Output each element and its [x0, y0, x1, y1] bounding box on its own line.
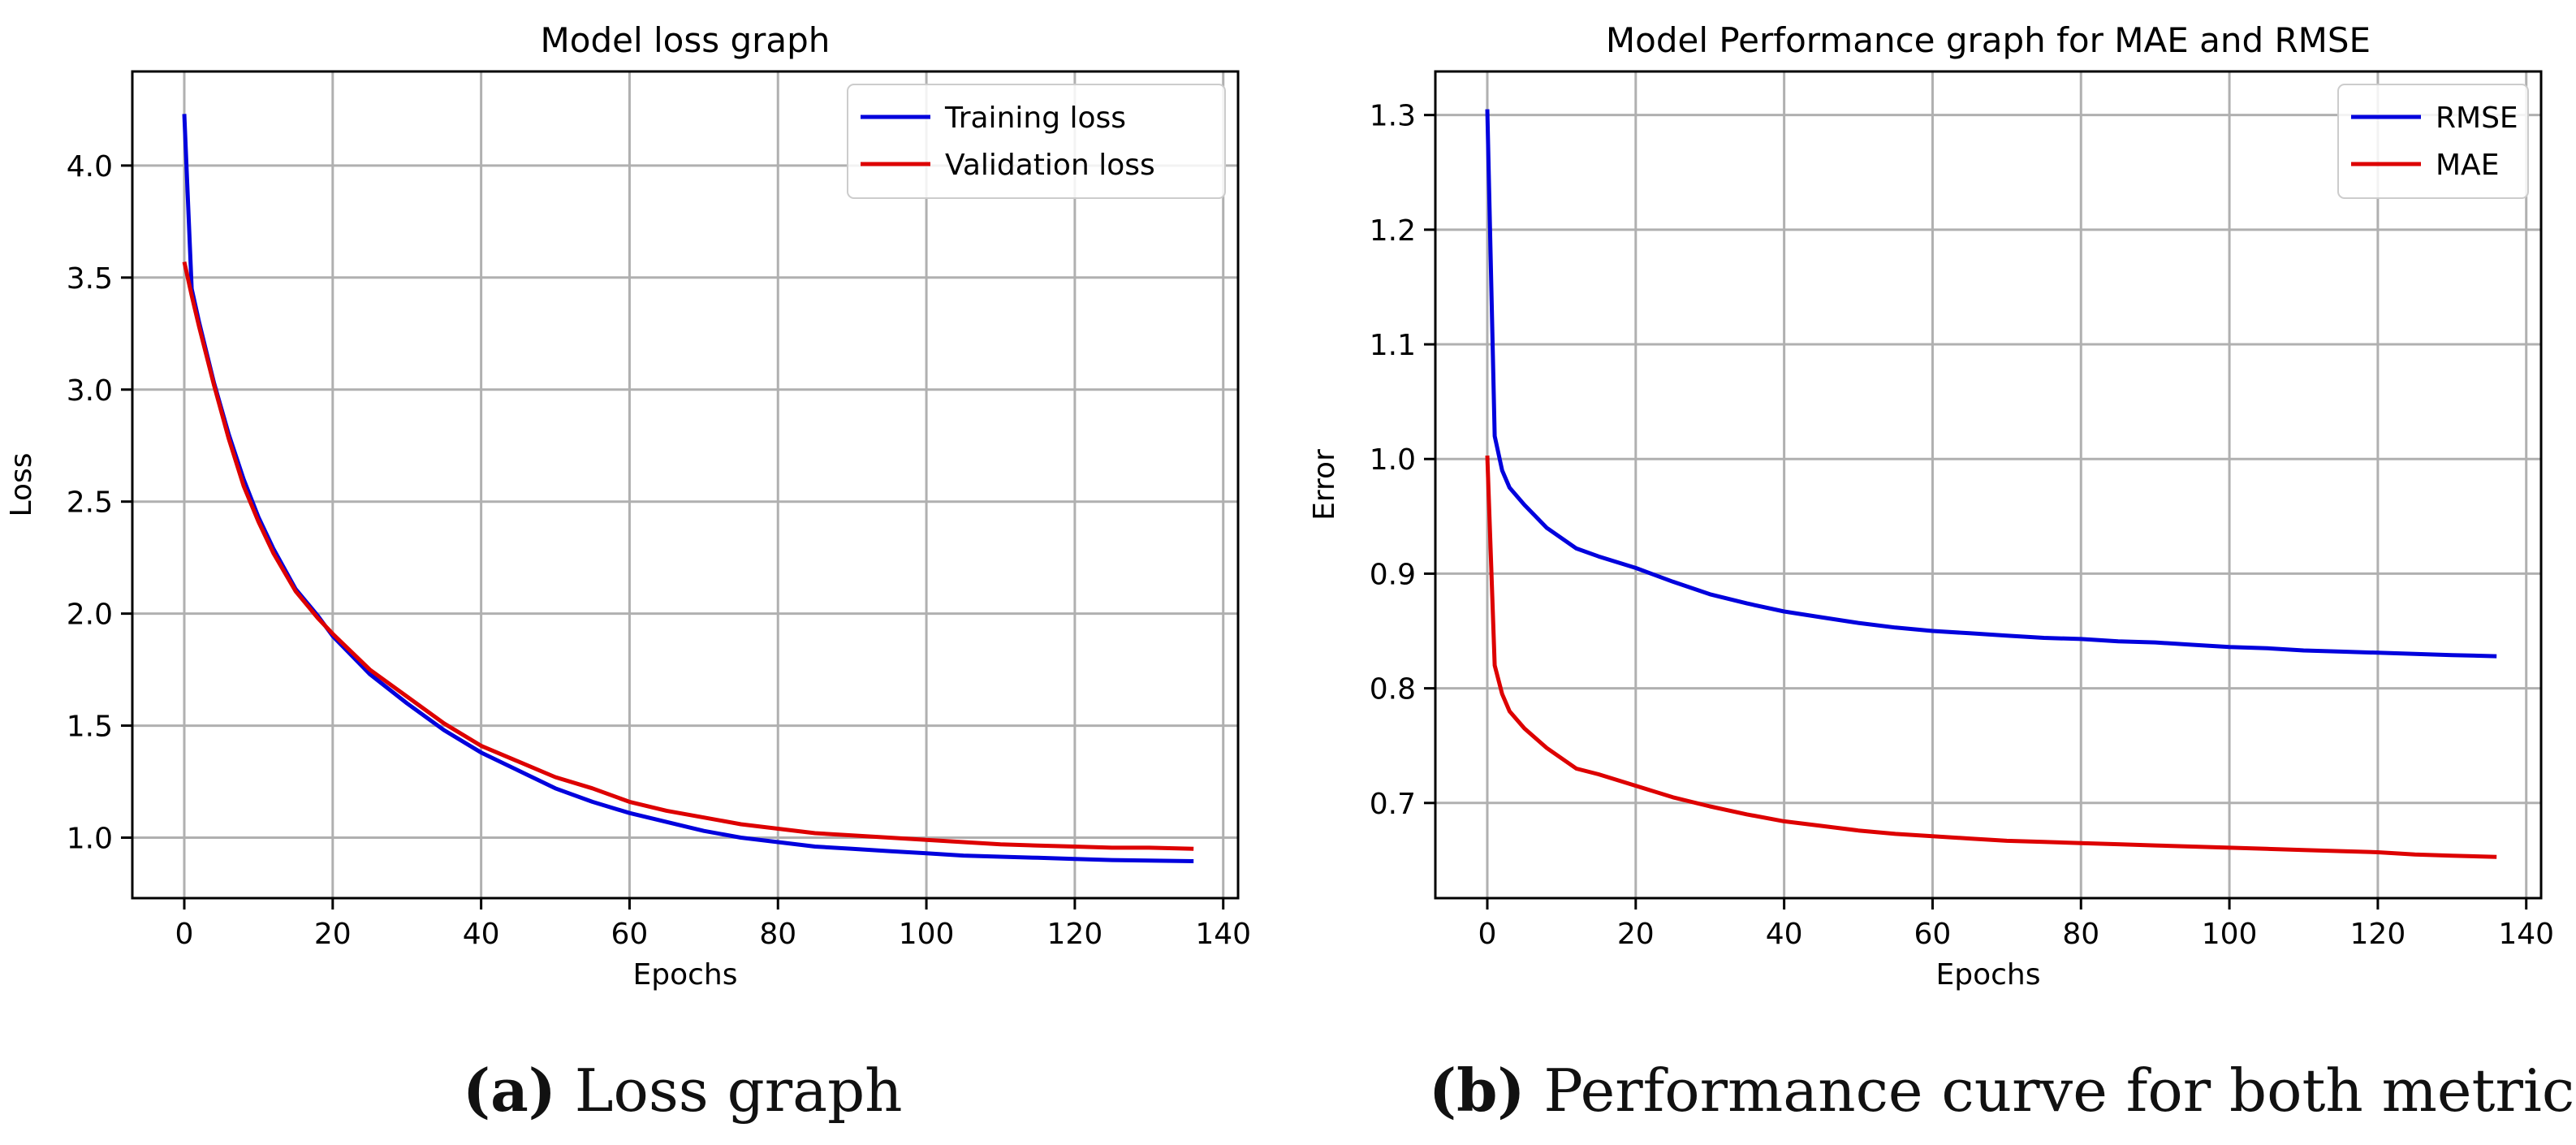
caption-a-letter: (a) [463, 1056, 556, 1125]
series-line-rmse [1485, 109, 2497, 659]
y-tick-label-2: 0.9 [1370, 558, 1416, 591]
series-line-mae [1485, 455, 2497, 859]
x-axis-label: Epochs [633, 958, 738, 992]
x-tick-label-4: 80 [2062, 918, 2099, 951]
y-tick-label-5: 1.2 [1370, 214, 1416, 248]
caption-b-letter: (b) [1429, 1056, 1525, 1125]
legend-box [847, 84, 1226, 199]
caption-a: (a) Loss graph [463, 1056, 903, 1125]
x-axis-label: Epochs [1936, 958, 2041, 992]
series-line-validation-loss [182, 261, 1194, 851]
y-tick-label-0: 1.0 [67, 823, 113, 856]
x-tick-label-6: 120 [1047, 918, 1103, 951]
x-tick-label-7: 140 [1195, 918, 1251, 951]
chart-title: Model loss graph [541, 20, 831, 60]
y-tick-label-2: 2.0 [67, 598, 113, 632]
plot-frame [1434, 70, 2543, 900]
x-tick-label-5: 100 [899, 918, 955, 951]
x-tick-label-0: 0 [1478, 918, 1497, 951]
y-tick-label-0: 0.7 [1370, 788, 1416, 821]
y-axis-label: Loss [5, 453, 38, 517]
y-tick-label-1: 0.8 [1370, 673, 1416, 706]
y-tick-label-6: 4.0 [67, 150, 113, 184]
x-tick-label-2: 40 [463, 918, 500, 951]
y-tick-label-3: 2.5 [67, 486, 113, 520]
x-tick-label-1: 20 [314, 918, 352, 951]
y-tick-label-5: 3.5 [67, 262, 113, 296]
performance-chart: 0 20 40 60 80 100 120 140 0.7 0.8 0.9 1.0 1.1 1.2 1.3 M… [1308, 20, 2554, 992]
legend-label-1: MAE [2436, 149, 2499, 182]
y-tick-label-4: 3.0 [67, 374, 113, 408]
caption-b-text: Performance curve for both metrics [1543, 1056, 2576, 1125]
legend: Training loss Validation loss [847, 84, 1226, 199]
plot-frame [131, 70, 1240, 900]
legend-box [2337, 84, 2529, 199]
x-tick-label-6: 120 [2350, 918, 2406, 951]
x-tick-label-3: 60 [611, 918, 649, 951]
x-tick-label-7: 140 [2498, 918, 2554, 951]
legend: RMSE MAE [2337, 84, 2529, 199]
x-tick-label-5: 100 [2202, 918, 2258, 951]
x-tick-label-1: 20 [1617, 918, 1655, 951]
caption-a-text: Loss graph [574, 1056, 903, 1125]
y-tick-label-6: 1.3 [1370, 100, 1416, 133]
y-tick-label-1: 1.5 [67, 711, 113, 744]
loss-chart: 0 20 40 60 80 100 120 140 1.0 1.5 2.0 2.5 3.0 3.5 4.0 M… [5, 20, 1251, 992]
y-axis-label: Error [1308, 449, 1341, 521]
y-tick-label-4: 1.1 [1370, 329, 1416, 362]
legend-label-0: RMSE [2436, 102, 2518, 135]
legend-label-0: Training loss [944, 102, 1126, 135]
y-tick-label-3: 1.0 [1370, 443, 1416, 477]
chart-title: Model Performance graph for MAE and RMSE [1606, 20, 2371, 60]
caption-b: (b) Performance curve for both metrics [1429, 1056, 2576, 1125]
x-tick-label-2: 40 [1766, 918, 1803, 951]
legend-label-1: Validation loss [945, 149, 1155, 182]
x-tick-label-0: 0 [175, 918, 194, 951]
x-tick-label-3: 60 [1914, 918, 1952, 951]
x-tick-label-4: 80 [759, 918, 796, 951]
series-line-training-loss [182, 114, 1194, 863]
